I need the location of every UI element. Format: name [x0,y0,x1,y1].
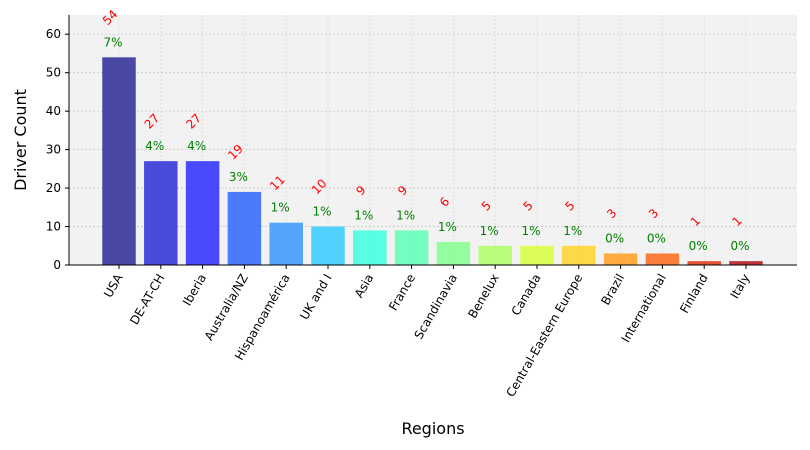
y-tick-label: 40 [46,104,61,118]
bar-usa [102,57,136,265]
bar-iberia [185,161,220,265]
bar-hispanoam-rica [269,222,303,265]
x-tick-label: Iberia [180,272,209,309]
percent-label: 4% [187,139,206,153]
y-tick-label: 10 [46,220,61,234]
percent-label: 1% [438,220,457,234]
y-tick-label: 20 [46,181,61,195]
x-tick-label: Brazil [598,272,627,308]
bar-france [394,230,429,265]
x-tick-label: France [386,272,418,314]
bar-scandinavia [436,241,471,265]
bar-uk-and-i [311,226,345,265]
percent-label: 1% [521,224,540,238]
percent-label: 1% [563,224,582,238]
x-tick-label: Australia/NZ [202,272,251,343]
bar-finland [687,261,721,265]
x-tick-label: Finland [677,272,711,316]
percent-label: 0% [730,239,749,253]
percent-label: 0% [689,239,708,253]
percent-label: 1% [480,224,499,238]
percent-label: 7% [103,35,122,49]
percent-label: 0% [605,231,624,245]
bar-benelux [478,245,512,265]
x-tick-label: UK and I [297,272,334,323]
y-tick-label: 30 [46,143,61,157]
bar-central-eastern-europe [562,245,596,265]
percent-label: 3% [229,170,248,184]
x-tick-label: Asia [352,272,377,301]
bar-canada [520,245,554,265]
percent-label: 4% [145,139,164,153]
bar-italy [729,261,763,265]
plot-background [69,15,797,265]
x-tick-label: Benelux [465,272,501,321]
x-tick-label: Italy [727,272,752,302]
x-tick-label: International [619,272,669,345]
bar-international [645,253,680,265]
y-axis-title: Driver Count [11,89,30,191]
percent-label: 1% [396,208,415,222]
x-tick-label: Canada [509,272,544,319]
x-tick-label: USA [101,271,126,300]
y-tick-label: 60 [46,27,61,41]
x-axis-title: Regions [401,419,464,438]
bar-australia-nz [227,191,262,265]
percent-label: 1% [312,205,331,219]
bar-brazil [603,253,638,265]
x-tick-label: Central-Eastern Europe [503,272,585,400]
percent-label: 1% [271,201,290,215]
percent-label: 0% [647,231,666,245]
bar-asia [353,230,387,265]
x-tick-label: DE-AT-CH [127,272,167,328]
bar-de-at-ch [144,161,178,265]
y-tick-label: 50 [46,66,61,80]
y-tick-label: 0 [53,258,61,272]
percent-label: 1% [354,208,373,222]
x-tick-label: Scandinavia [411,272,460,342]
